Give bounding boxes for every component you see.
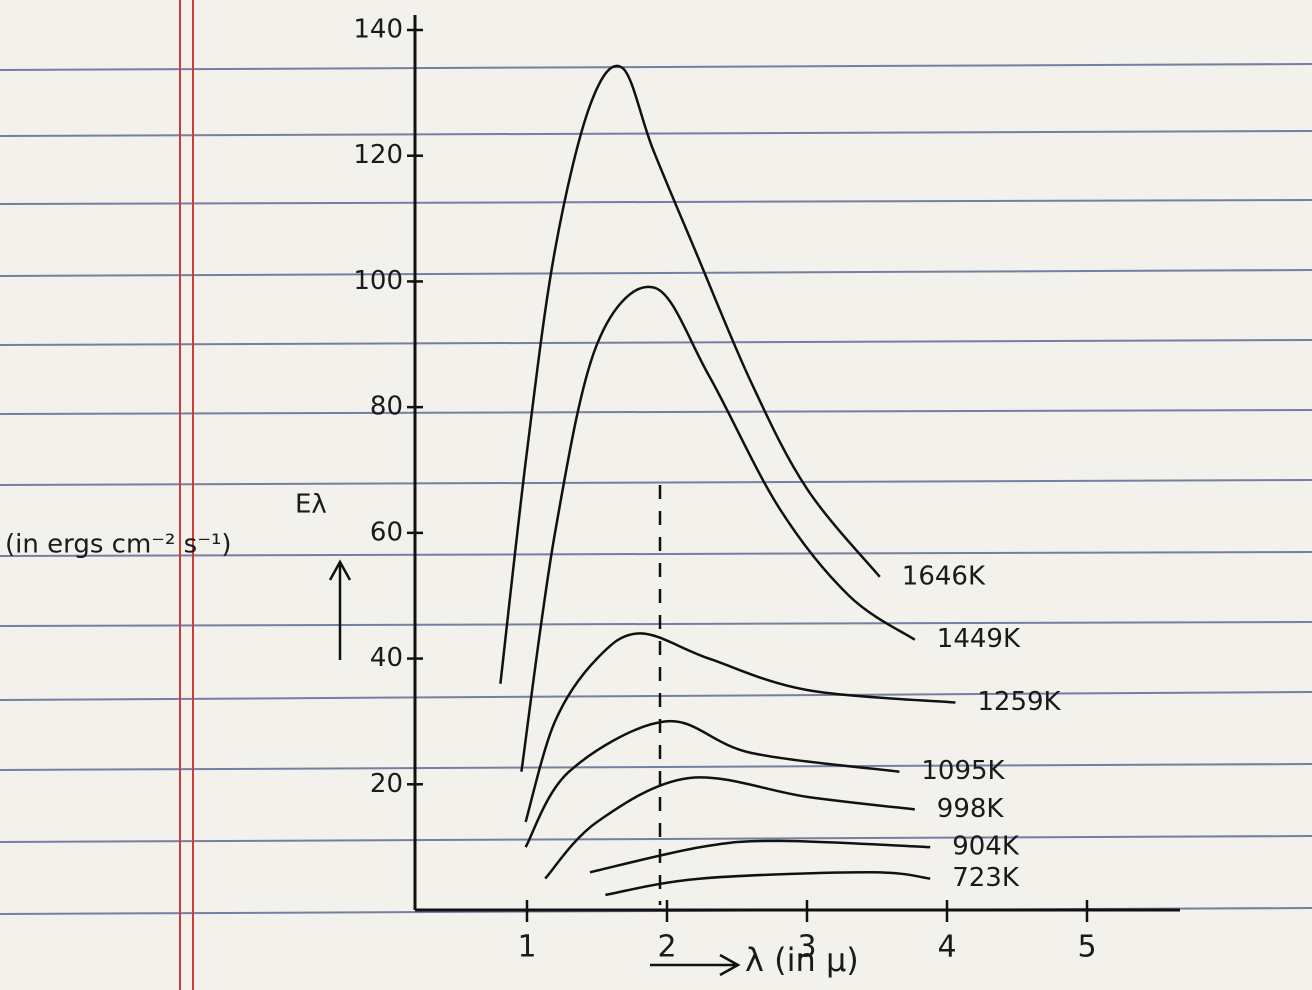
legend-label: 1095K — [921, 756, 1005, 786]
legend-label: 1646K — [902, 561, 986, 591]
x-tick-label: 1 — [517, 930, 536, 965]
paper-rules — [0, 0, 1312, 990]
curve — [500, 66, 879, 684]
legend-label: 1449K — [937, 624, 1021, 654]
y-tick-label: 120 — [353, 140, 403, 170]
curve — [605, 872, 930, 895]
y-tick-label: 100 — [353, 266, 403, 296]
y-tick-label: 140 — [353, 15, 403, 45]
legend-label: 998K — [937, 794, 1005, 824]
curve — [526, 721, 900, 847]
y-tick-label: 60 — [370, 517, 403, 547]
x-tick-label: 2 — [657, 930, 676, 965]
x-tick-label: 4 — [937, 930, 956, 965]
y-symbol: Eλ — [295, 490, 327, 520]
legend-label: 904K — [952, 832, 1020, 862]
x-tick-label: 5 — [1077, 930, 1096, 965]
y-tick-label: 40 — [370, 643, 403, 673]
curve — [526, 633, 956, 822]
x-tick-label: 3 — [797, 930, 816, 965]
legend-label: 1259K — [977, 687, 1061, 717]
curve — [590, 841, 930, 872]
curve — [545, 777, 915, 878]
curve — [521, 287, 914, 772]
y-axis-label: (in ergs cm⁻² s⁻¹) — [5, 530, 232, 560]
y-tick-label: 80 — [370, 392, 403, 422]
y-arrow — [330, 562, 350, 660]
y-tick-label: 20 — [370, 769, 403, 799]
legend-label: 723K — [952, 863, 1020, 893]
notebook-chart: (in ergs cm⁻² s⁻¹) Eλ λ (in μ) 204060801… — [0, 0, 1312, 990]
